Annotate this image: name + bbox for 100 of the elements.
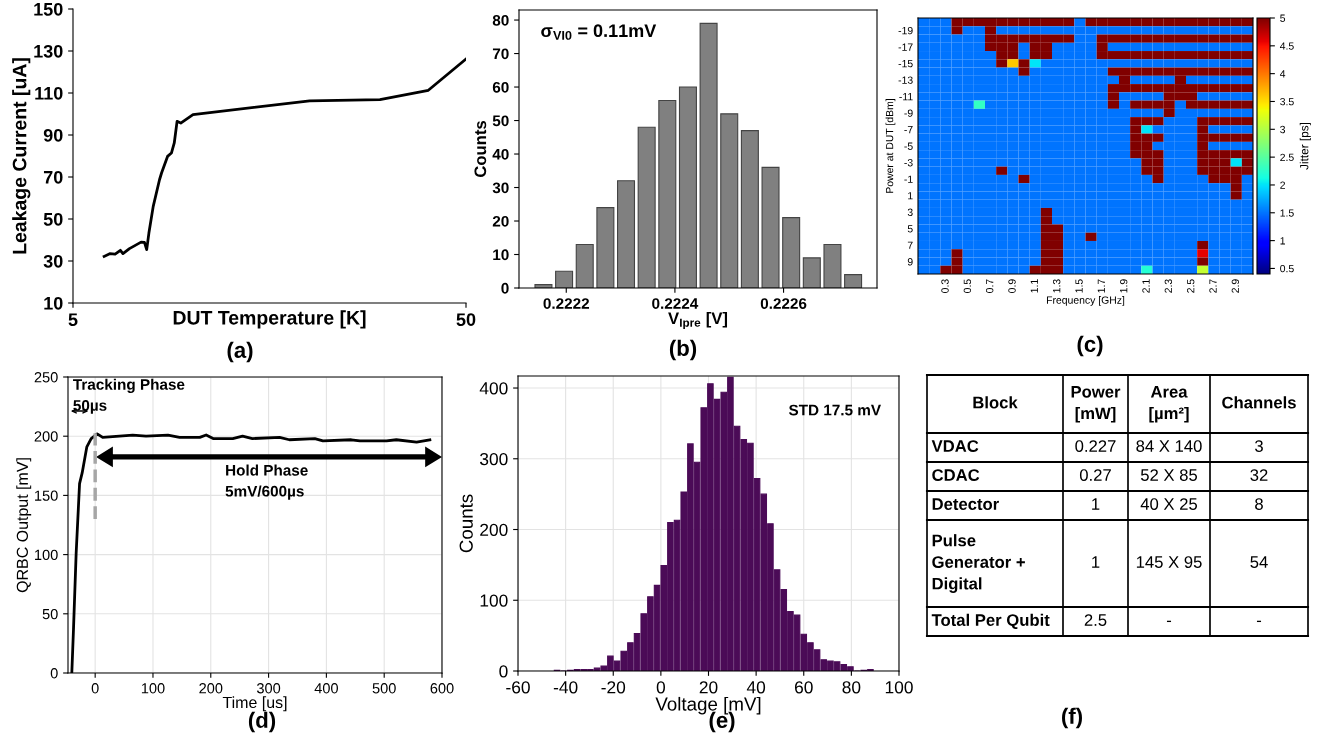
x-tick-label: 1.1	[1030, 279, 1038, 293]
y-tick-label: 250	[34, 372, 58, 383]
color-bar-label: 1.5	[1280, 209, 1294, 217]
x-tick-label: 1.9	[1120, 279, 1128, 293]
y-tick-label: 100	[35, 549, 58, 561]
category-label: 2.5	[1084, 614, 1107, 626]
y-tick-label: 300	[479, 452, 508, 466]
text: (c)	[1077, 335, 1103, 357]
x-tick-label: 2.1	[1142, 279, 1150, 293]
x-tick-label: 300	[256, 683, 281, 694]
x-axis-title: Time [us]	[222, 696, 287, 712]
y-tick-label: 9	[907, 258, 913, 266]
text: 40 X 25	[1140, 498, 1198, 510]
y-axis-title: Power at DUT [dBm]	[885, 99, 896, 193]
text: 0.27	[1079, 469, 1111, 481]
y-axis-title: Leakage Current [uA]	[12, 58, 31, 254]
text: (f)	[1062, 707, 1082, 729]
y-tick-label: -11	[899, 93, 913, 101]
x-tick-label: 0.2224	[652, 298, 699, 309]
annotation: Tracking Phase 50µs	[73, 378, 185, 414]
y-tick-label: 70	[43, 170, 63, 184]
x-tick-label: 2.9	[1231, 279, 1240, 293]
y-tick-label: -13	[898, 76, 913, 84]
x-tick-label: 0.2222	[543, 298, 590, 309]
x-tick-label: 500	[372, 683, 396, 694]
y-tick-label: -17	[898, 43, 913, 51]
color-bar-label: 3	[1280, 125, 1286, 134]
x-tick-label: 60	[794, 681, 813, 694]
y-axis-title: Counts	[459, 494, 473, 553]
y-tick-label: 50	[42, 608, 58, 620]
y-tick-label: 10	[44, 296, 63, 310]
color-bar-label: 4.5	[1279, 42, 1294, 50]
text: -	[1256, 620, 1262, 623]
text: Pulse Generator + Digital	[932, 534, 1025, 593]
x-tick-label: 400	[314, 683, 338, 694]
x-axis-title: V$_{Ipre}$ [V]	[668, 311, 728, 330]
color-bar-label: 1	[1280, 237, 1286, 245]
x-tick-label: 600	[430, 683, 454, 694]
text: 0.227	[1075, 440, 1116, 452]
y-tick-label: 150	[34, 2, 63, 16]
y-tick-label: 60	[492, 81, 509, 93]
x-tick-label: 0.3	[941, 279, 949, 293]
y-tick-label: 30	[43, 254, 63, 268]
text: (b)	[669, 339, 697, 361]
x-tick-label: 0.7	[986, 279, 994, 293]
color-bar-label: 5	[1280, 14, 1286, 22]
y-tick-label: -15	[898, 60, 913, 68]
y-tick-label: 5	[907, 225, 913, 233]
x-tick-label: 0	[656, 681, 666, 694]
category-label: 1	[1092, 556, 1100, 568]
annotation: Hold Phase 5mV/600µs	[225, 464, 308, 500]
text: 8	[1255, 498, 1263, 510]
x-tick-label: 2.5	[1187, 279, 1195, 293]
y-tick-label: -1	[904, 175, 913, 183]
y-axis-title: Counts	[474, 120, 487, 178]
text: 52 X 85	[1140, 469, 1198, 481]
x-tick-label: 1.3	[1053, 279, 1061, 293]
category-label: Power [mW]	[1071, 386, 1121, 423]
color-bar-label: 4	[1279, 70, 1286, 78]
color-bar-label: 2.5	[1280, 153, 1294, 162]
x-tick-label: 80	[842, 681, 861, 694]
category-label: Area [µm²]	[1149, 386, 1189, 423]
x-tick-label: 200	[199, 683, 223, 694]
x-tick-label: -60	[506, 681, 530, 694]
x-tick-label: -40	[553, 681, 578, 694]
y-tick-label: 70	[492, 48, 509, 60]
category-label: 3	[1255, 440, 1263, 452]
y-tick-label: 7	[907, 241, 913, 249]
color-bar-label: 0.5	[1280, 264, 1294, 273]
y-tick-label: -9	[904, 109, 913, 117]
x-tick-label: 2.7	[1209, 279, 1217, 293]
y-tick-label: -3	[904, 159, 913, 167]
y-tick-label: -7	[904, 126, 913, 134]
y-tick-label: -5	[904, 142, 913, 150]
annotation: STD 17.5 mV	[788, 404, 881, 416]
y-tick-label: 200	[34, 431, 58, 442]
y-tick-label: 0	[499, 665, 508, 678]
y-tick-label: 1	[908, 192, 913, 200]
text: CDAC	[932, 469, 980, 481]
y-tick-label: -19	[898, 26, 913, 35]
color-bar-label: 3.5	[1280, 97, 1294, 106]
x-tick-label: 1.7	[1097, 279, 1105, 293]
y-tick-label: 110	[35, 86, 63, 100]
x-tick-label: 0.9	[1008, 279, 1016, 293]
y-tick-label: 0	[50, 668, 58, 679]
x-tick-label: 20	[699, 681, 718, 694]
y-tick-label: 20	[492, 215, 509, 227]
text: (d)	[248, 711, 276, 733]
y-tick-label: 90	[43, 128, 63, 142]
y-tick-label: 200	[480, 523, 508, 536]
y-tick-label: 30	[492, 182, 509, 194]
category-label: Channels	[1222, 396, 1296, 409]
text: -	[1166, 620, 1172, 623]
y-tick-label: 130	[34, 44, 63, 58]
x-tick-label: 100	[141, 683, 165, 694]
color-bar-label: 2	[1280, 181, 1285, 189]
text: 32	[1250, 469, 1268, 481]
category-label: Block	[973, 396, 1018, 409]
annotation: σ$_{VI0}$ = 0.11mV	[541, 24, 657, 40]
x-tick-label: -20	[601, 681, 626, 694]
